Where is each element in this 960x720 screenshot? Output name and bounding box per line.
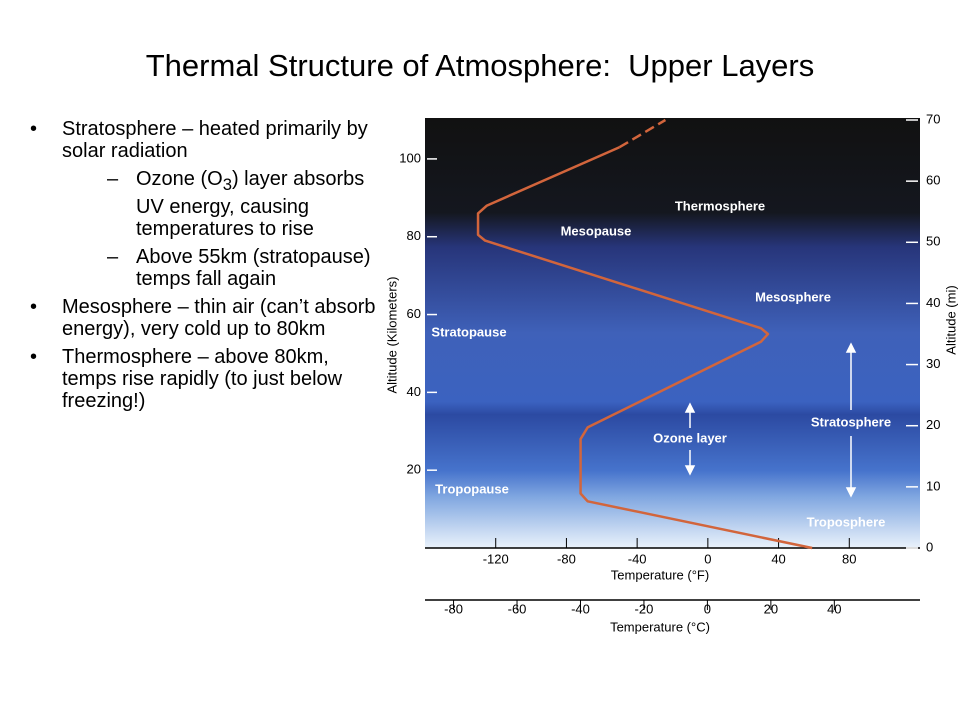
x2-tick-label: 0 — [704, 601, 711, 616]
y2-tick-label: 0 — [926, 539, 933, 554]
sky-background — [425, 118, 920, 548]
layer-label: Tropopause — [435, 481, 509, 496]
y-tick-label: 80 — [407, 228, 421, 243]
layer-label: Mesosphere — [755, 289, 831, 304]
y2-tick-label: 50 — [926, 234, 940, 249]
y2-tick-label: 10 — [926, 478, 940, 493]
layer-label: Stratopause — [431, 324, 506, 339]
layer-label: Mesopause — [561, 223, 632, 238]
y-tick-label: 40 — [407, 384, 421, 399]
bullet-text: Thermosphere – above 80km, temps rise ra… — [62, 346, 343, 412]
layer-label: Stratosphere — [811, 414, 891, 429]
bullet-text: Stratosphere – heated primarily by solar… — [62, 118, 368, 162]
sub-bullet: Above 55km (stratopause) temps fall agai… — [62, 246, 380, 290]
y-tick-label: 60 — [407, 306, 421, 321]
bullet: Mesosphere – thin air (can’t absorb ener… — [30, 296, 380, 340]
x2-tick-label: -60 — [508, 601, 527, 616]
x-tick-label: 0 — [704, 551, 711, 566]
bullet-text: ) layer absorbs UV energy, causing tempe… — [136, 168, 365, 240]
subscript: 3 — [222, 175, 232, 194]
x2-tick-label: -40 — [571, 601, 590, 616]
temperature-curve — [476, 146, 813, 550]
y-tick-label: 100 — [399, 150, 421, 165]
sub-bullet: Ozone (O3) layer absorbs UV energy, caus… — [62, 168, 380, 240]
layer-label: Troposphere — [807, 514, 886, 529]
y2-tick-label: 20 — [926, 417, 940, 432]
y-tick-label: 20 — [407, 462, 421, 477]
y2-tick-label: 40 — [926, 295, 940, 310]
layer-label: Ozone layer — [653, 430, 727, 445]
x-tick-label: -40 — [628, 551, 647, 566]
x-tick-label: 80 — [842, 551, 856, 566]
layer-arrows — [684, 342, 857, 498]
bullet-text: Ozone (O — [136, 168, 223, 190]
x2-tick-label: -20 — [635, 601, 654, 616]
x-axis-title: Temperature (°F) — [611, 567, 709, 582]
y2-tick-label: 30 — [926, 356, 940, 371]
bullet: Stratosphere – heated primarily by solar… — [30, 118, 380, 290]
x-tick-label: -80 — [557, 551, 576, 566]
y2-tick-label: 70 — [926, 111, 940, 126]
layer-label: Thermosphere — [675, 198, 765, 213]
slide-title: Thermal Structure of Atmosphere: Upper L… — [145, 48, 815, 83]
bullet-text: Mesosphere – thin air (can’t absorb ener… — [62, 296, 376, 340]
x-tick-label: 40 — [771, 551, 785, 566]
bullet: Thermosphere – above 80km, temps rise ra… — [30, 346, 380, 412]
x2-tick-label: 40 — [827, 601, 841, 616]
y2-axis-title: Altitude (mi) — [943, 285, 958, 354]
x-tick-label: -120 — [483, 551, 509, 566]
y2-tick-label: 60 — [926, 173, 940, 188]
x2-tick-label: 20 — [764, 601, 778, 616]
y-axis-title: Altitude (Kilometers) — [384, 276, 399, 393]
x2-tick-label: -80 — [444, 601, 463, 616]
x2-axis-title: Temperature (°C) — [610, 619, 710, 634]
temperature-curve — [618, 118, 667, 149]
bullet-text: Above 55km (stratopause) temps fall agai… — [136, 246, 371, 290]
bullet-list: Stratosphere – heated primarily by solar… — [30, 118, 380, 418]
